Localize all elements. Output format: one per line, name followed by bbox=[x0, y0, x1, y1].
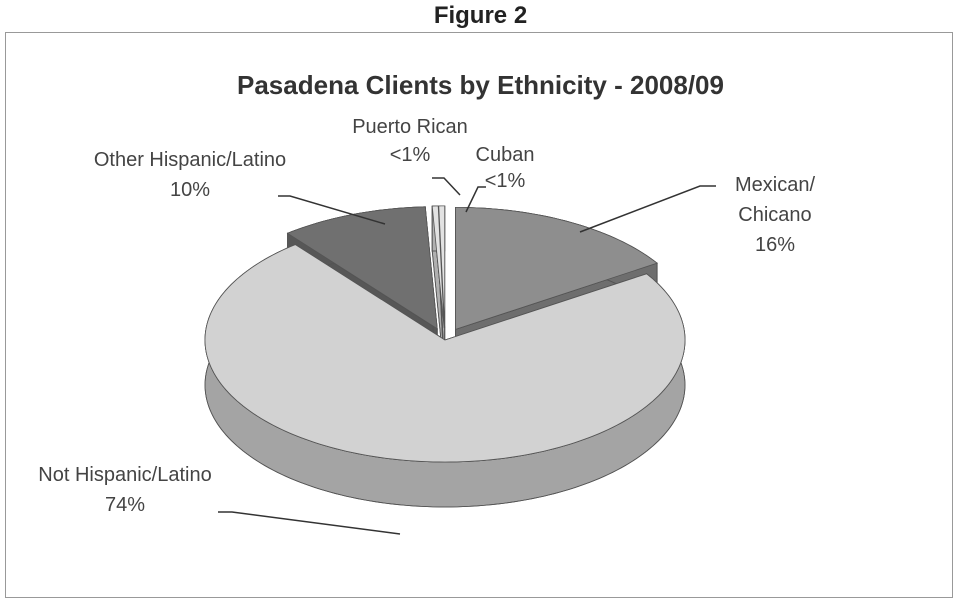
slice-label: Other Hispanic/Latino 10% bbox=[80, 145, 300, 205]
slice bbox=[431, 205, 445, 328]
slice bbox=[455, 206, 658, 330]
slice bbox=[438, 205, 446, 328]
slice-label: Mexican/ Chicano 16% bbox=[700, 170, 850, 260]
value-label: 74% bbox=[104, 494, 146, 516]
category-label: Puerto Rican bbox=[352, 116, 468, 138]
category-label: Mexican/ Chicano bbox=[734, 174, 816, 226]
category-label: Not Hispanic/Latino bbox=[38, 464, 212, 486]
leader-line bbox=[218, 511, 401, 535]
category-label: Other Hispanic/Latino bbox=[93, 149, 287, 171]
slice-label: Not Hispanic/Latino 74% bbox=[30, 460, 220, 520]
value-label: <1% bbox=[389, 144, 431, 166]
leader-lines bbox=[218, 177, 716, 535]
chart-title: Pasadena Clients by Ethnicity - 2008/09 bbox=[237, 70, 724, 100]
chart-frame bbox=[5, 32, 953, 598]
value-label: <1% bbox=[484, 170, 526, 192]
slice bbox=[204, 244, 686, 463]
leader-line bbox=[278, 195, 386, 225]
leader-line bbox=[465, 186, 486, 213]
category-label: Cuban bbox=[475, 144, 535, 166]
leader-line bbox=[432, 177, 461, 196]
value-label: 16% bbox=[754, 234, 796, 256]
slice-tops bbox=[204, 205, 686, 463]
value-label: 10% bbox=[169, 179, 211, 201]
slice-label: Cuban <1% bbox=[455, 140, 555, 196]
leader-line bbox=[579, 185, 716, 233]
figure-label: Figure 2 bbox=[433, 2, 528, 29]
slice-label: Puerto Rican <1% bbox=[330, 112, 490, 170]
